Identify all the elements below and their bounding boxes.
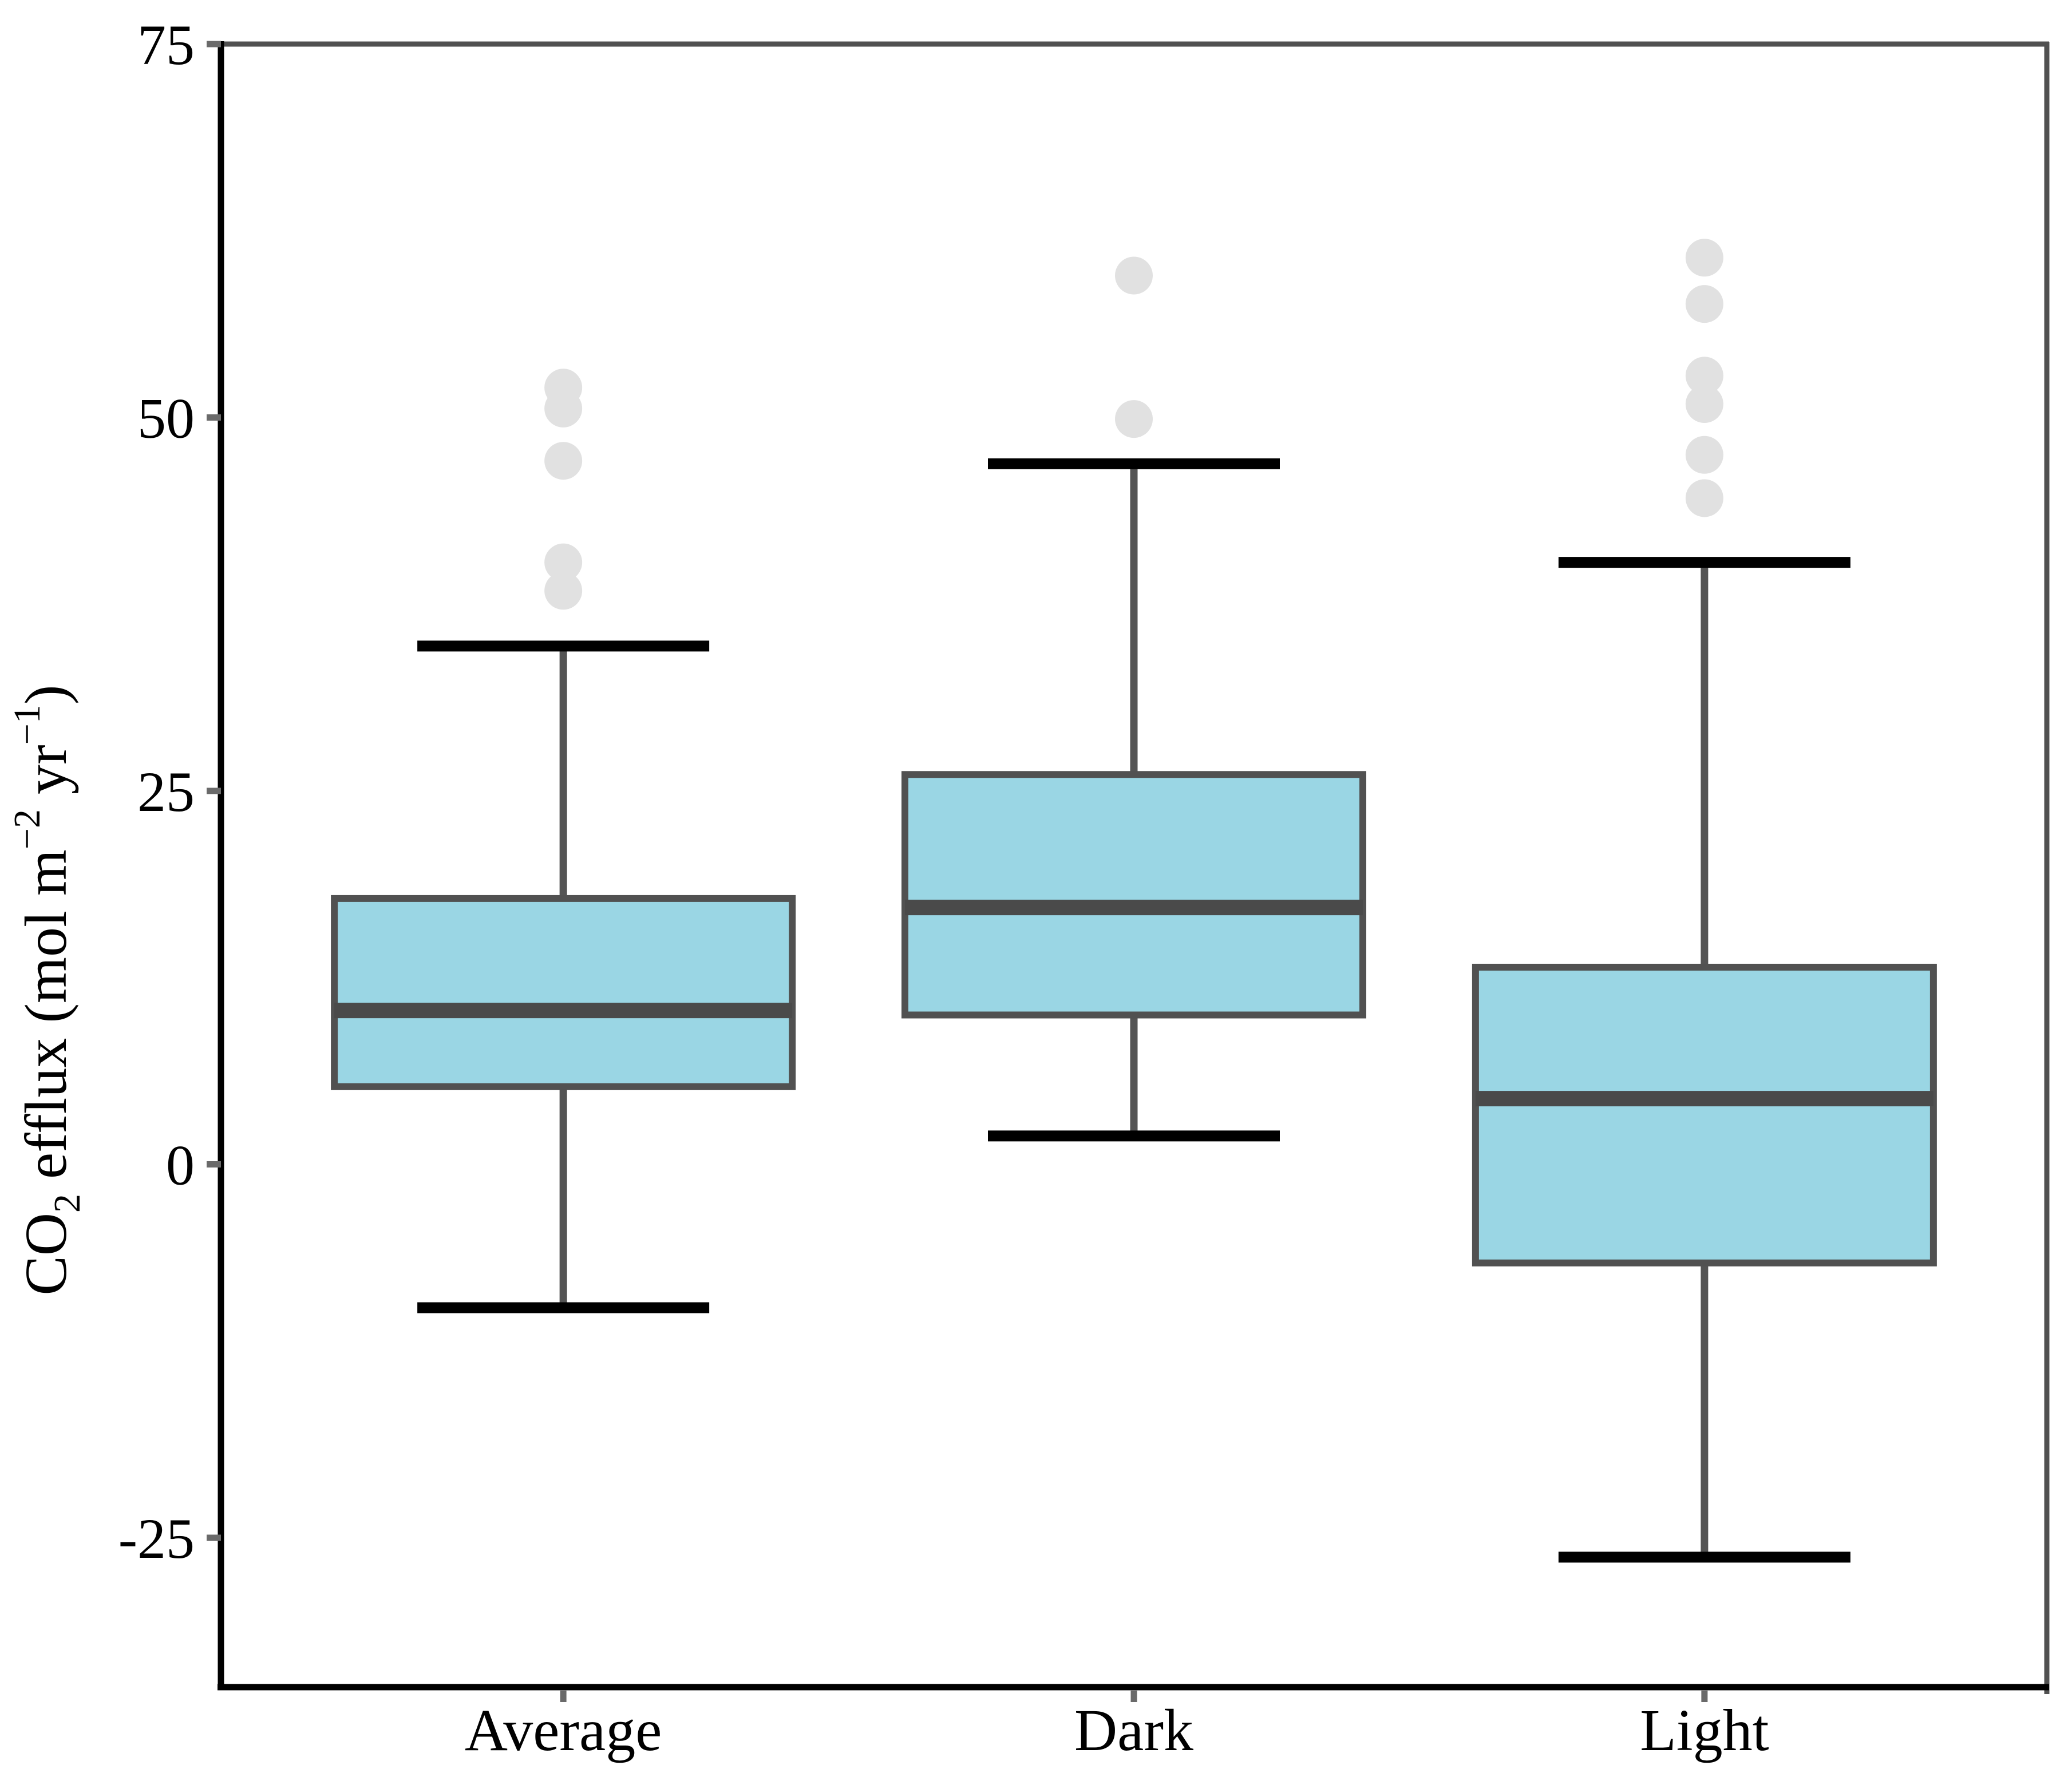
y-axis-title: CO2 efflux (mol m−2 yr−1) (6, 685, 88, 1296)
outlier-point (1685, 285, 1723, 323)
outlier-point (1685, 239, 1723, 277)
y-axis-title-part: yr (13, 745, 79, 809)
iqr-box (901, 771, 1366, 1019)
iqr-box (1472, 963, 1937, 1267)
y-axis-title-part: ) (13, 685, 79, 705)
outlier-point (544, 543, 583, 581)
outlier-point (544, 442, 583, 480)
series-layer (331, 239, 1937, 1563)
y-axis-title-part: −1 (6, 705, 48, 745)
axes-layer (207, 41, 2049, 1702)
y-axis-title-part: −2 (6, 809, 48, 849)
y-axis-title-part: 2 (46, 1194, 88, 1213)
outlier-point (1685, 436, 1723, 474)
y-axis-title-part: CO (13, 1213, 79, 1295)
outlier-point (1685, 357, 1723, 395)
iqr-box (331, 895, 796, 1090)
outlier-point (1115, 400, 1153, 438)
box-group-dark (901, 256, 1366, 1142)
box-group-average (331, 369, 796, 1313)
outlier-point (1685, 385, 1723, 424)
y-tick-label: 25 (137, 760, 195, 824)
y-tick-label: 75 (137, 13, 195, 77)
outlier-point (544, 369, 583, 407)
x-tick-label-light: Light (1640, 1697, 1769, 1763)
x-tick-label-average: Average (465, 1697, 662, 1763)
x-tick-label-dark: Dark (1074, 1697, 1193, 1763)
outlier-point (544, 572, 583, 610)
y-tick-label: 0 (166, 1134, 195, 1197)
outlier-point (1115, 256, 1153, 295)
box-group-light (1472, 239, 1937, 1563)
y-axis-title-part: efflux (mol m (13, 849, 79, 1194)
y-tick-label: -25 (118, 1507, 195, 1570)
outlier-point (1685, 479, 1723, 517)
y-tick-label: 50 (137, 387, 195, 450)
labels-layer: 75 50 25 0 -25 Average Dark Light CO2 efflux (mo… (6, 13, 1769, 1763)
